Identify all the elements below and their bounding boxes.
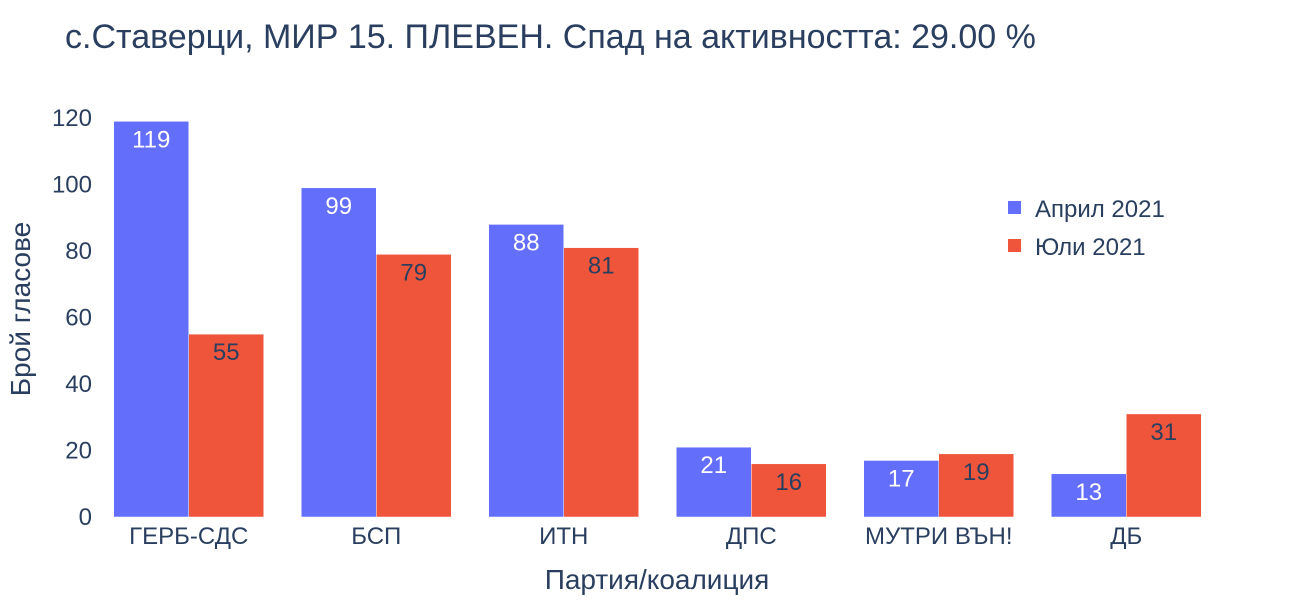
bar[interactable] — [563, 247, 639, 518]
x-axis-title: Партия/коалиция — [545, 564, 770, 595]
legend-item[interactable]: Април 2021 — [1035, 196, 1165, 223]
y-tick-label: 20 — [65, 438, 92, 465]
y-tick-label: 80 — [65, 238, 92, 265]
legend-swatch — [1008, 201, 1021, 214]
bar-value-label: 16 — [775, 469, 802, 496]
x-tick-label: БСП — [351, 523, 401, 550]
y-tick-label: 60 — [65, 305, 92, 332]
chart-title: с.Ставерци, МИР 15. ПЛЕВЕН. Спад на акти… — [65, 18, 1036, 56]
bar[interactable] — [676, 446, 752, 518]
x-tick-label: ДПС — [726, 523, 777, 550]
bar[interactable] — [1126, 413, 1202, 518]
bar-value-label: 19 — [963, 459, 990, 486]
bar-value-label: 119 — [132, 126, 170, 153]
bar[interactable] — [376, 254, 452, 518]
bar[interactable] — [113, 121, 189, 518]
legend[interactable]: Април 2021 Юли 2021 — [1008, 196, 1165, 261]
bar-value-label: 17 — [888, 465, 915, 492]
x-tick-label: МУТРИ ВЪН! — [865, 523, 1012, 550]
bar-value-label: 99 — [325, 193, 352, 220]
bar-value-label: 21 — [700, 452, 727, 479]
bar[interactable] — [188, 333, 264, 518]
x-tick-label: ГЕРБ-СДС — [129, 523, 248, 550]
y-tick-label: 40 — [65, 371, 92, 398]
bar[interactable] — [863, 460, 939, 518]
y-tick-label: 120 — [52, 105, 92, 132]
x-axis: ГЕРБ-СДС БСП ИТН ДПС МУТРИ ВЪН! ДБ — [129, 523, 1142, 550]
bar-value-label: 31 — [1150, 419, 1177, 446]
bar[interactable] — [301, 187, 377, 518]
bar-value-label: 13 — [1075, 479, 1102, 506]
bars: 119 55 99 79 88 81 21 16 17 19 13 31 — [113, 121, 1202, 518]
bar-value-label: 88 — [513, 229, 540, 256]
bar[interactable] — [938, 453, 1014, 518]
bar-value-label: 55 — [213, 339, 240, 366]
bar-value-label: 81 — [588, 253, 615, 280]
bar[interactable] — [488, 224, 564, 518]
y-axis: 0 20 40 60 80 100 120 — [52, 105, 92, 531]
x-tick-label: ИТН — [539, 523, 588, 550]
bar[interactable] — [1051, 473, 1127, 518]
x-tick-label: ДБ — [1110, 523, 1142, 550]
bar-value-label: 79 — [400, 259, 427, 286]
y-axis-title: Брой гласове — [5, 222, 36, 396]
legend-swatch — [1008, 239, 1021, 252]
y-tick-label: 0 — [79, 504, 92, 531]
bar[interactable] — [751, 463, 827, 518]
y-tick-label: 100 — [52, 172, 92, 199]
legend-item[interactable]: Юли 2021 — [1035, 234, 1146, 261]
